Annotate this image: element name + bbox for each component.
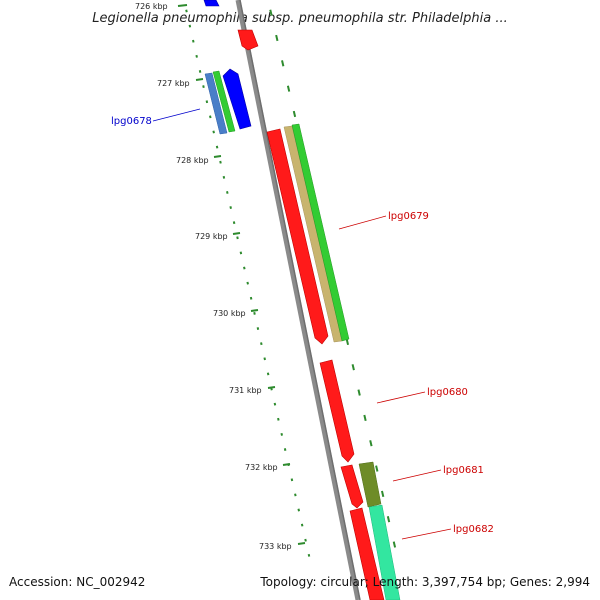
feature-tracks xyxy=(203,0,401,600)
gene-label-lpg0679[interactable]: lpg0679 xyxy=(388,211,429,222)
genome-summary-text: Topology: circular; Length: 3,397,754 bp… xyxy=(259,575,590,589)
track-dash xyxy=(345,338,350,346)
track-dash xyxy=(215,145,219,149)
leader-line xyxy=(392,469,442,482)
track-dash xyxy=(380,490,385,498)
track-dash xyxy=(304,538,307,542)
track-dash xyxy=(275,34,279,42)
tick-labels: 726 kbp 727 kbp 728 kbp 729 kbp 730 kbp … xyxy=(135,2,306,551)
cds-feature[interactable] xyxy=(237,29,259,51)
track-dash xyxy=(222,175,226,179)
tick-label: 731 kbp xyxy=(229,386,262,395)
track-dash xyxy=(351,364,355,371)
track-dash xyxy=(205,100,209,104)
tick-mark xyxy=(250,309,259,312)
tick-label: 729 kbp xyxy=(195,232,228,241)
tick-label: 728 kbp xyxy=(176,156,209,165)
track-dash xyxy=(283,448,287,451)
track-dash xyxy=(246,281,249,285)
leader-line xyxy=(338,215,387,230)
track-dash xyxy=(198,70,202,73)
track-dash xyxy=(286,85,291,92)
tick-label: 730 kbp xyxy=(213,309,246,318)
track-dash xyxy=(236,236,239,240)
accession-text: Accession: NC_002942 xyxy=(9,575,145,589)
tick-label: 732 kbp xyxy=(245,463,278,472)
tick-mark xyxy=(195,78,204,81)
gene-lpg0679-cds[interactable] xyxy=(266,128,329,345)
tick-label: 733 kbp xyxy=(259,542,292,551)
track-dash xyxy=(357,389,361,396)
track-dash xyxy=(369,440,373,447)
track-dash xyxy=(273,402,277,406)
leader-line xyxy=(376,391,426,404)
gene-lpg0678-cds[interactable] xyxy=(222,68,252,130)
tick-mark xyxy=(232,232,241,235)
track-dash xyxy=(281,60,285,67)
track-dash xyxy=(195,54,198,58)
track-dash xyxy=(260,342,263,346)
track-dash xyxy=(269,9,273,16)
gene-label-lpg0678[interactable]: lpg0678 xyxy=(111,116,152,127)
track-dash xyxy=(192,39,195,43)
track-dash xyxy=(386,516,391,523)
gene-lpg0680-cds[interactable] xyxy=(319,359,355,463)
map-title: Legionella pneumophila subsp. pneumophil… xyxy=(92,11,508,26)
track-dash xyxy=(363,414,367,422)
track-dash xyxy=(307,553,311,557)
track-dash xyxy=(202,85,205,89)
track-dash xyxy=(263,357,266,361)
gene-lpg0679-gc-track[interactable] xyxy=(291,123,350,342)
track-dash xyxy=(280,432,283,436)
gene-lpg0678-steel-track[interactable] xyxy=(204,72,228,135)
tick-label: 726 kbp xyxy=(135,2,168,11)
track-dash xyxy=(212,130,215,134)
track-dash xyxy=(290,478,294,482)
track-dash xyxy=(297,508,300,512)
track-dash xyxy=(243,266,246,270)
leader-line xyxy=(401,528,452,540)
gene-lpg0682-teal-track[interactable] xyxy=(368,504,401,600)
track-dash xyxy=(185,9,188,13)
track-dash xyxy=(253,311,256,315)
backbone xyxy=(235,0,361,600)
cds-feature[interactable] xyxy=(203,0,220,7)
tick-label: 727 kbp xyxy=(157,79,190,88)
track-dash xyxy=(209,115,212,119)
track-dash xyxy=(226,191,229,194)
tick-mark xyxy=(267,386,276,389)
track-dash xyxy=(256,327,260,330)
track-dash xyxy=(277,417,280,421)
leader-line xyxy=(152,108,201,122)
gene-lpg0682-cds[interactable] xyxy=(349,507,385,600)
track-dash xyxy=(188,24,192,28)
track-dash xyxy=(266,372,270,376)
gene-lpg0678-gc-track[interactable] xyxy=(212,70,236,133)
tick-mark xyxy=(297,542,306,545)
track-dash xyxy=(249,296,253,300)
tick-mark xyxy=(177,4,188,7)
gene-labels: lpg0678 lpg0679 lpg0680 lpg0681 lpg0682 xyxy=(111,108,494,540)
gene-lpg0681-cds[interactable] xyxy=(340,464,364,509)
track-dash xyxy=(232,221,236,225)
gene-label-lpg0681[interactable]: lpg0681 xyxy=(443,465,484,476)
track-dash xyxy=(294,493,297,497)
gene-label-lpg0682[interactable]: lpg0682 xyxy=(453,524,494,535)
track-dash xyxy=(392,541,397,548)
gene-lpg0681-olive-track[interactable] xyxy=(358,461,382,508)
gene-label-lpg0680[interactable]: lpg0680 xyxy=(427,387,468,398)
track-dash xyxy=(300,523,304,527)
track-dash xyxy=(229,206,232,209)
track-dash xyxy=(239,251,243,255)
track-dash xyxy=(375,465,379,472)
tick-mark xyxy=(213,155,222,158)
track-dash xyxy=(292,110,297,118)
tick-mark xyxy=(282,463,291,466)
track-dash xyxy=(219,160,222,164)
